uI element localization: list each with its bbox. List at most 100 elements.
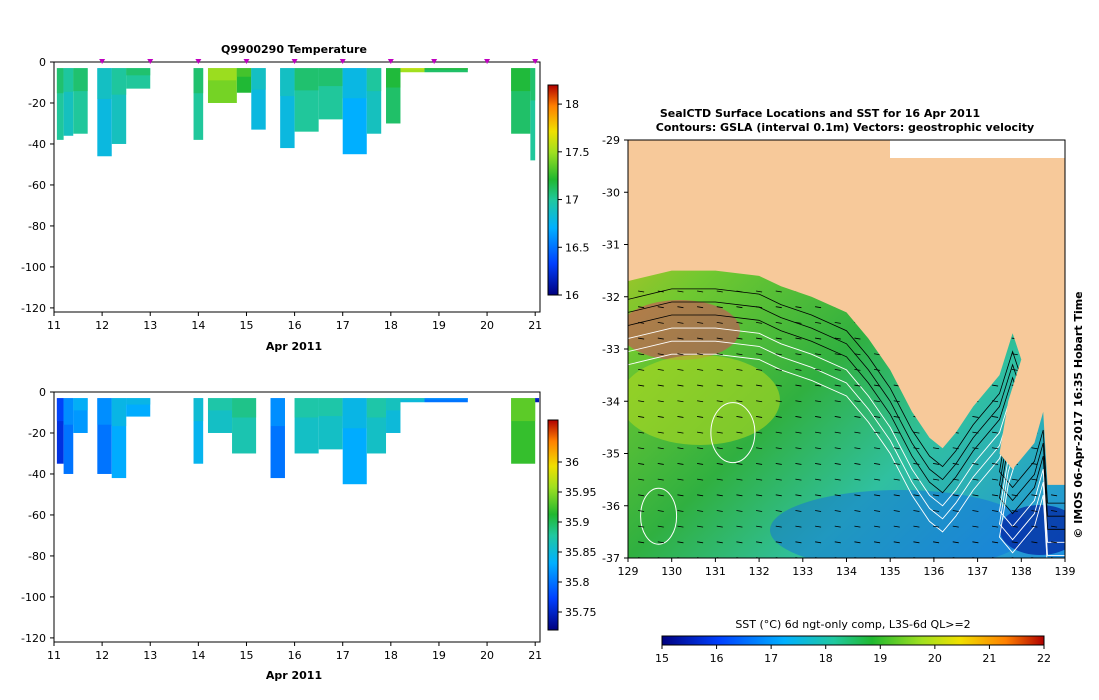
profile-marker: [291, 59, 298, 64]
profile-upper-layer: [56, 398, 64, 422]
warm-patch: [628, 355, 780, 445]
lon-tick-label: 135: [880, 565, 901, 578]
profile-upper-layer: [111, 398, 127, 427]
velocity-vector: [1051, 525, 1058, 528]
profile-marker: [243, 59, 250, 64]
velocity-vector: [913, 494, 920, 497]
velocity-vector: [756, 321, 763, 324]
x-tick-label: 14: [191, 649, 205, 662]
profile-upper-layer: [318, 68, 343, 87]
profile-bar: [193, 398, 204, 464]
velocity-vector: [638, 447, 645, 450]
velocity-vector: [834, 541, 841, 544]
velocity-vector: [697, 431, 704, 434]
velocity-vector: [756, 337, 763, 340]
velocity-vector: [1031, 494, 1038, 497]
velocity-vector: [697, 384, 704, 387]
x-tick-label: 19: [432, 649, 446, 662]
colorbar-tick-label: 35.85: [565, 546, 597, 559]
velocity-vector: [716, 416, 723, 418]
velocity-vector: [834, 321, 841, 324]
velocity-vector: [1011, 510, 1018, 512]
lon-tick-label: 137: [967, 565, 988, 578]
velocity-vector: [697, 463, 704, 465]
velocity-vector: [854, 353, 861, 356]
velocity-vector: [657, 510, 664, 512]
velocity-vector: [854, 384, 861, 387]
velocity-vector: [657, 353, 664, 356]
velocity-vector: [992, 525, 999, 528]
velocity-vector: [716, 541, 723, 544]
x-tick-label: 16: [288, 649, 302, 662]
velocity-vector: [697, 321, 704, 324]
velocity-vector: [933, 447, 940, 450]
lon-tick-label: 129: [618, 565, 639, 578]
velocity-vector: [697, 447, 704, 450]
salinity-colorbar-ticks: 35.75 35.8 35.85 35.9 35.95 36: [558, 456, 597, 619]
profile-upper-layer: [232, 398, 257, 418]
velocity-vector: [756, 494, 763, 497]
velocity-vector: [756, 353, 763, 356]
profile-bar: [56, 68, 64, 140]
velocity-vector: [854, 525, 861, 528]
velocity-vector: [775, 447, 782, 450]
sst-map-panel: SealCTD Surface Locations and SST for 16…: [602, 107, 1085, 665]
velocity-vector: [834, 494, 841, 497]
velocity-vector: [815, 494, 822, 497]
velocity-vector: [893, 478, 900, 481]
velocity-vector: [1011, 541, 1018, 544]
velocity-vector: [716, 369, 723, 371]
temperature-title: Q9900290 Temperature: [221, 43, 367, 56]
velocity-vector: [893, 447, 900, 450]
velocity-vector: [815, 431, 822, 434]
velocity-vector: [697, 525, 704, 528]
profile-upper-layer: [318, 398, 343, 417]
velocity-vector: [657, 478, 664, 481]
profile-upper-layer: [535, 398, 540, 400]
temperature-colorbar: [547, 84, 559, 296]
velocity-vector: [874, 400, 881, 403]
profile-upper-layer: [530, 68, 536, 101]
velocity-vector: [874, 478, 881, 481]
colorbar-tick-label: 17: [565, 194, 579, 207]
profile-marker: [147, 59, 154, 64]
x-tick-label: 20: [480, 319, 494, 332]
velocity-vector: [775, 369, 782, 371]
velocity-vector: [756, 431, 763, 434]
salinity-y-axis: 0 -20 -40 -60 -80 -100 -120: [21, 386, 54, 645]
velocity-vector: [677, 353, 684, 356]
velocity-vector: [716, 337, 723, 340]
x-tick-label: 17: [336, 319, 350, 332]
velocity-vector: [913, 431, 920, 434]
velocity-vector: [874, 416, 881, 418]
salinity-x-axis: 11 12 13 14 15 16 17 18 19 20 21: [47, 642, 542, 662]
temperature-panel: Q9900290 Temperature 0 -20 -40 -60 -80 -100 -1…: [21, 43, 589, 353]
x-tick-label: 12: [95, 319, 109, 332]
velocity-vector: [1031, 447, 1038, 450]
velocity-vector: [893, 510, 900, 512]
velocity-vector: [775, 494, 782, 497]
velocity-vector: [638, 290, 645, 293]
velocity-vector: [992, 463, 999, 465]
x-tick-label: 14: [191, 319, 205, 332]
x-tick-label: 20: [480, 649, 494, 662]
profile-marker: [99, 59, 106, 64]
velocity-vector: [834, 369, 841, 371]
velocity-vector: [677, 416, 684, 418]
velocity-vector: [874, 447, 881, 450]
profile-upper-layer: [270, 398, 285, 427]
velocity-vector: [834, 431, 841, 434]
velocity-vector: [697, 337, 704, 340]
velocity-vector: [992, 384, 999, 387]
lon-tick-label: 134: [836, 565, 857, 578]
temperature-plot-frame: [53, 61, 541, 313]
velocity-vector: [933, 510, 940, 512]
velocity-vector: [756, 447, 763, 450]
lat-tick-label: -32: [602, 291, 620, 304]
map-subtitle: Contours: GSLA (interval 0.1m) Vectors: …: [656, 121, 1034, 134]
velocity-vector: [874, 510, 881, 512]
velocity-vector: [677, 541, 684, 544]
velocity-vector: [736, 510, 743, 512]
velocity-vector: [775, 525, 782, 528]
velocity-vector: [756, 306, 763, 309]
